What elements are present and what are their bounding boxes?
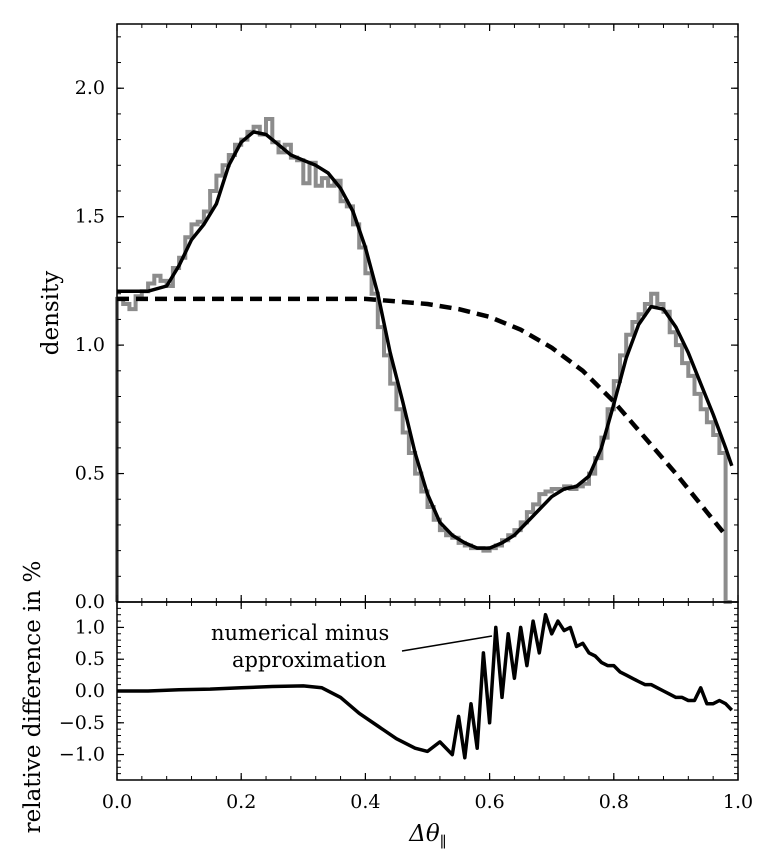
x-tick-label: 0.4 [350,791,380,813]
y-tick-label: 0.5 [75,648,105,670]
x-axis-label: Δθ∥ [408,821,446,851]
y-tick-label: 2.0 [75,77,105,99]
y-tick-label: 0.0 [75,591,105,613]
difference-panel: −1.0 −0.5 0.0 0.5 1.0 0.0 0.2 0.4 0.6 0.8 1.0 rela… [20,561,753,851]
y-tick-label: 1.5 [75,206,105,228]
difference-plot-marks [117,612,734,760]
x-tick-label: 0.2 [226,791,256,813]
annotation-line-1: numerical minus [211,621,389,645]
x-tick-label: 1.0 [723,791,753,813]
x-tick-label: 0.8 [599,791,629,813]
annotation-line-2: approximation [232,648,386,672]
difference-ticks: −1.0 −0.5 0.0 0.5 1.0 0.0 0.2 0.4 0.6 0.8 1.0 [59,601,753,813]
x-tick-label: 0.6 [474,791,504,813]
histogram-series [115,117,732,604]
x-tick-label: 0.0 [102,791,132,813]
y-tick-label: 1.0 [75,616,105,638]
y-tick-label: −0.5 [59,712,105,734]
y-tick-label: −1.0 [59,744,105,766]
y-tick-label: 0.5 [75,463,105,485]
approximation-line [117,296,728,537]
y-tick-label: 0.0 [75,680,105,702]
density-axis-label: density [38,271,64,356]
difference-line [117,612,734,760]
y-tick-label: 1.0 [75,334,105,356]
annotation-arrow [401,635,493,652]
density-line [117,130,734,550]
density-plot-marks [115,117,734,604]
difference-axis-label: relative difference in % [20,561,46,834]
density-panel: 0.0 0.5 1.0 1.5 2.0 density [38,23,739,613]
